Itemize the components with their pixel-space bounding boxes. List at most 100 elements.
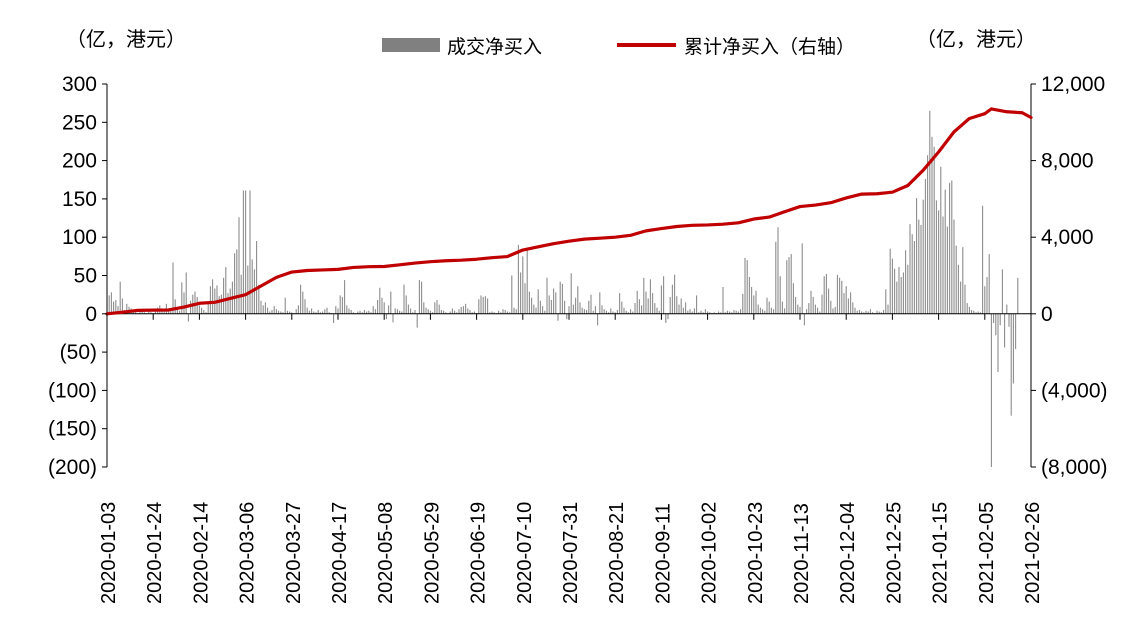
bar-series xyxy=(106,110,1019,467)
bar-mark xyxy=(295,309,297,314)
bar-mark xyxy=(773,309,775,314)
bar-mark xyxy=(663,276,665,314)
bar-mark xyxy=(731,312,733,314)
bar-mark xyxy=(524,283,526,314)
bar-mark xyxy=(469,309,471,314)
bar-mark xyxy=(931,136,933,314)
bar-mark xyxy=(174,299,176,314)
x-tick-label: 2020-11-13 xyxy=(791,503,813,604)
bar-mark xyxy=(951,180,953,314)
bar-mark xyxy=(489,312,491,314)
bar-mark xyxy=(333,313,335,323)
bar-mark xyxy=(810,290,812,314)
bar-mark xyxy=(304,299,306,314)
bar-mark xyxy=(139,311,141,314)
bar-mark xyxy=(361,312,363,314)
bar-mark xyxy=(242,190,244,314)
left-tick-label: 0 xyxy=(85,303,97,326)
bar-mark xyxy=(940,166,942,314)
bar-mark xyxy=(737,311,739,314)
bar-mark xyxy=(847,298,849,314)
bar-mark xyxy=(473,311,475,314)
bar-mark xyxy=(412,312,414,314)
bar-mark xyxy=(729,311,731,314)
bar-mark xyxy=(865,310,867,314)
left-axis-unit-label: （亿，港元） xyxy=(66,27,186,51)
x-tick-label: 2020-04-17 xyxy=(329,502,351,604)
bar-mark xyxy=(841,280,843,314)
bar-mark xyxy=(539,300,541,314)
bar-mark xyxy=(324,309,326,314)
bar-mark xyxy=(977,311,979,314)
bar-mark xyxy=(121,298,123,314)
bar-mark xyxy=(381,297,383,314)
bar-mark xyxy=(300,284,302,314)
bar-mark xyxy=(289,311,291,314)
bar-mark xyxy=(346,305,348,314)
bar-mark xyxy=(229,288,231,314)
bar-mark xyxy=(234,253,236,314)
bar-mark xyxy=(647,298,649,314)
bar-mark xyxy=(1008,313,1010,327)
bar-mark xyxy=(740,309,742,314)
bar-mark xyxy=(110,292,112,314)
bar-mark xyxy=(834,306,836,314)
bar-mark xyxy=(575,297,577,314)
bar-mark xyxy=(682,307,684,314)
bar-mark xyxy=(863,312,865,314)
bar-mark xyxy=(612,311,614,314)
bar-legend-label: 成交净买入 xyxy=(447,36,542,58)
bar-mark xyxy=(117,306,119,314)
bar-mark xyxy=(341,296,343,314)
bar-mark xyxy=(317,309,319,314)
bar-mark xyxy=(460,306,462,314)
bar-mark xyxy=(220,294,222,314)
right-tick-label: 4,000 xyxy=(1041,226,1094,249)
bar-mark xyxy=(779,276,781,314)
bar-mark xyxy=(625,310,627,314)
bar-mark xyxy=(674,274,676,314)
left-tick-label: 50 xyxy=(74,265,97,288)
bar-mark xyxy=(645,291,647,314)
bar-mark xyxy=(484,296,486,314)
bar-mark xyxy=(577,286,579,314)
bar-mark xyxy=(975,312,977,314)
bar-mark xyxy=(440,309,442,314)
bar-mark xyxy=(249,190,251,314)
bar-mark xyxy=(423,302,425,314)
bar-mark xyxy=(586,309,588,314)
bar-mark xyxy=(203,309,205,314)
x-axis-ticks: 2020-01-03 2020-01-24 2020-02-14 2020-03-06… xyxy=(98,313,1044,604)
left-tick-label: 250 xyxy=(62,111,97,134)
bar-mark xyxy=(247,265,249,314)
bar-mark xyxy=(143,312,145,314)
right-tick-label: 12,000 xyxy=(1041,73,1105,96)
legend: 成交净买入 累计净买入（右轴） xyxy=(382,36,855,58)
bar-mark xyxy=(407,304,409,314)
x-tick-label: 2020-10-02 xyxy=(699,502,721,604)
right-tick-label: (4,000) xyxy=(1041,379,1108,402)
bar-mark xyxy=(896,281,898,314)
bar-mark xyxy=(632,311,634,314)
bar-mark xyxy=(735,310,737,314)
bar-mark xyxy=(427,309,429,314)
bar-mark xyxy=(262,305,264,314)
bar-mark xyxy=(627,312,629,314)
bar-mark xyxy=(762,309,764,314)
bar-mark xyxy=(968,306,970,314)
x-tick-label: 2020-01-24 xyxy=(144,502,166,604)
bar-mark xyxy=(610,308,612,314)
bar-mark xyxy=(799,306,801,314)
bar-mark xyxy=(581,307,583,314)
bar-mark xyxy=(988,254,990,314)
x-tick-label: 2020-07-31 xyxy=(560,502,582,604)
bar-mark xyxy=(493,312,495,314)
bar-mark xyxy=(207,301,209,314)
bar-mark xyxy=(399,310,401,314)
bar-mark xyxy=(352,312,354,314)
bar-mark xyxy=(850,292,852,314)
bar-mark xyxy=(273,306,275,314)
bar-mark xyxy=(691,311,693,314)
bar-mark xyxy=(889,248,891,314)
